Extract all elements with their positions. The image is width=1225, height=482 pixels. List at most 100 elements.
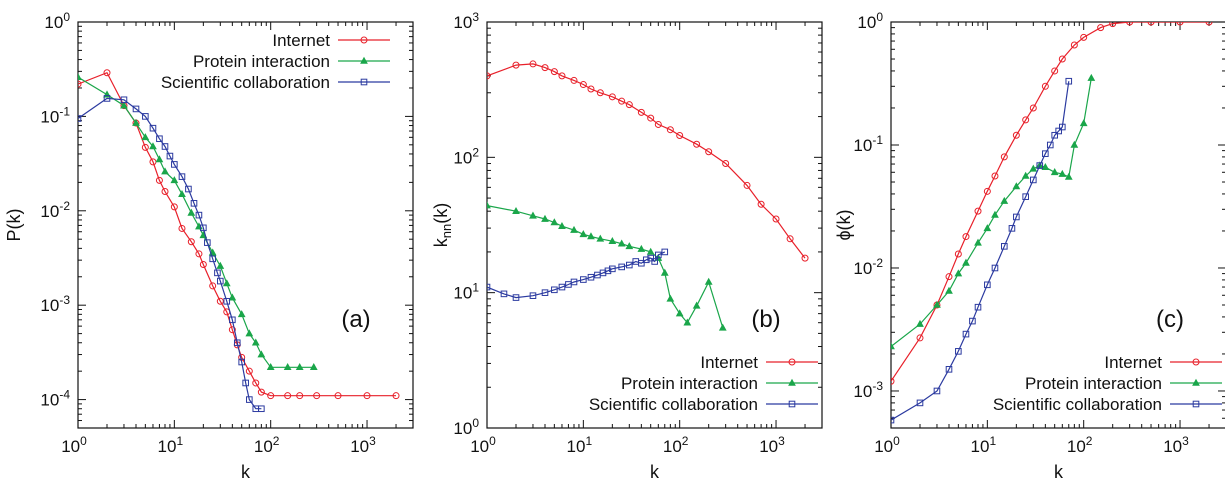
data-point [500,290,508,298]
x-tick-label: 103 [1163,434,1189,456]
data-point [772,215,780,223]
data-point [238,358,245,366]
data-point [1001,243,1008,250]
data-point [1008,225,1016,232]
data-point [1064,172,1073,180]
data-point [149,124,157,132]
data-point [103,90,111,98]
x-tick-label: 100 [874,434,900,456]
data-point [705,148,713,156]
data-point [1030,176,1037,184]
data-point [229,316,236,324]
data-point [916,319,924,327]
data-point [1050,168,1059,176]
data-point [637,244,646,252]
data-point [608,236,617,245]
y-tick-label: 102 [453,145,479,167]
data-point [1029,164,1038,172]
data-point [991,172,999,180]
data-point [991,210,999,218]
data-point [974,207,982,215]
legend-label: Protein interaction [193,52,330,71]
data-point [283,363,292,371]
panel-1: 100 101 102 103 10-4 10-3 10-2 10-1 100 k P(k) (a) I… [4,10,414,482]
data-point [933,300,941,308]
data-point [587,232,595,240]
series-line-1 [78,71,396,397]
data-point [245,329,254,337]
data-point [891,342,895,350]
data-point [647,114,655,122]
y-tick-label: 101 [453,281,479,303]
data-point [120,101,128,109]
data-point [187,238,195,246]
plot-frame [486,21,823,429]
data-point [974,238,982,246]
series-layer [78,69,400,413]
data-point [596,234,605,242]
y-tick-label: 10-3 [40,293,70,315]
data-point [974,303,982,311]
data-point [1022,116,1030,124]
data-point [651,258,658,265]
data-point [693,140,701,148]
data-point [541,64,549,72]
data-point [529,60,537,68]
data-point [258,405,265,413]
data-point [161,188,169,196]
data-point [984,281,991,289]
data-point [570,225,578,233]
legend-label: Internet [700,353,758,372]
legend-marker [360,78,368,86]
data-point [618,97,626,105]
data-point [1079,119,1088,127]
data-point [1058,55,1066,63]
data-point [267,392,275,400]
data-point [257,350,266,358]
data-point [195,211,203,219]
data-point [945,273,953,281]
data-point [245,367,253,375]
data-point [642,256,650,264]
data-point [1080,33,1088,41]
data-point [1058,169,1067,177]
legend: Internet Protein interaction Scientific co… [993,353,1222,414]
data-point [596,89,604,97]
y-tick-label: 100 [44,10,70,32]
series-layer [891,22,1213,424]
data-point [1022,193,1029,200]
x-tick-label: 101 [567,434,593,456]
x-axis-label: k [650,462,660,482]
data-point [200,224,207,232]
data-point [334,392,342,400]
data-point [171,161,178,168]
data-point [1041,162,1050,170]
data-point [512,294,520,301]
data-point [1046,141,1054,149]
plot-frame [890,21,1225,429]
x-tick-label: 100 [61,434,87,456]
data-point [625,101,633,109]
x-tick-label: 102 [663,434,689,456]
data-point [190,200,198,207]
y-tick-label: 10-3 [853,379,883,401]
x-tick-label: 101 [158,434,184,456]
data-point [801,254,809,262]
data-point [1087,73,1096,81]
data-point [954,250,962,258]
series-line-3 [891,81,1070,421]
data-point [692,301,701,309]
data-point [945,366,953,373]
data-point [242,379,249,387]
data-point [647,254,654,262]
data-point [991,264,999,272]
data-point [683,318,692,326]
y-tick-label: 103 [453,10,479,32]
legend-marker [1192,358,1200,366]
data-point [1041,82,1049,90]
legend-label: Protein interaction [621,374,758,393]
data-point [187,208,196,216]
data-point [654,120,662,128]
data-point [558,283,566,291]
legend-label: Scientific collaboration [589,395,758,414]
